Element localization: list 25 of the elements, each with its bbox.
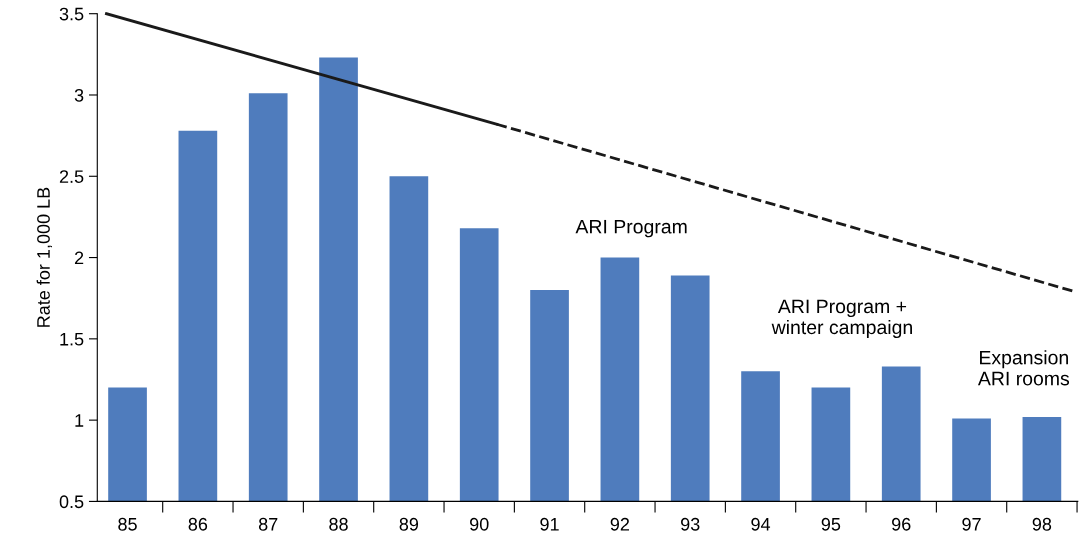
x-tick-label: 93 — [681, 517, 700, 531]
annotation: ARI Program — [575, 219, 687, 238]
y-tick-label: 3.5 — [59, 7, 84, 21]
y-tick-label: 2.5 — [59, 170, 84, 183]
x-tick-label: 96 — [892, 517, 911, 531]
y-tick-label: 3 — [74, 88, 84, 102]
x-tick-label: 85 — [118, 517, 137, 531]
y-tick-label: 1 — [75, 414, 84, 427]
x-tick-label: 90 — [470, 517, 489, 531]
x-tick-label: 92 — [610, 517, 630, 531]
y-axis-title: Rate for 1,000 LB — [36, 187, 53, 327]
x-tick-label: 95 — [821, 517, 841, 531]
y-tick-label: 1.5 — [60, 332, 84, 346]
x-tick-label: 86 — [188, 517, 208, 531]
x-tick-label: 94 — [751, 517, 771, 531]
x-tick-label: 98 — [1032, 517, 1052, 531]
x-tick-label: 91 — [540, 517, 559, 531]
annotation: Expansion ARI rooms — [977, 350, 1070, 386]
y-tick-label: 0.5 — [59, 495, 84, 509]
x-tick-label: 87 — [258, 517, 278, 531]
annotation: ARI Program + winter campaign — [771, 299, 912, 339]
x-tick-label: 88 — [329, 517, 348, 531]
x-tick-label: 97 — [962, 517, 981, 531]
x-tick-label: 89 — [399, 517, 419, 531]
y-tick-label: 2 — [74, 251, 84, 265]
